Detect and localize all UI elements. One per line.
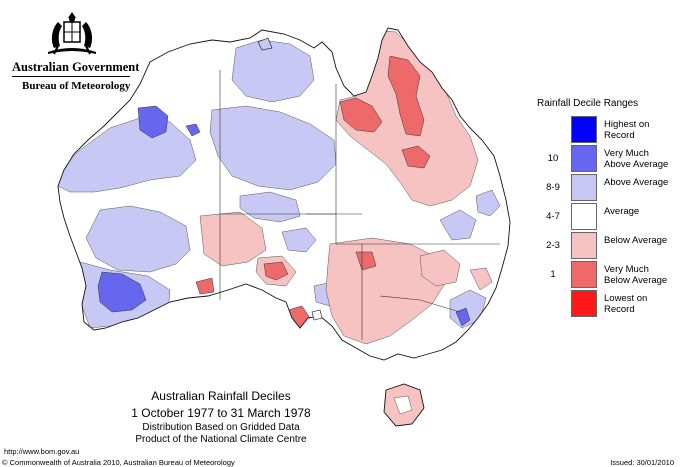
map-subtitle-1: Distribution Based on Gridded Data bbox=[142, 422, 300, 433]
legend-label: Lowest on Record bbox=[604, 293, 648, 315]
legend-range: 2-3 bbox=[546, 240, 560, 251]
legend-label: Above Average bbox=[604, 177, 669, 188]
legend-label: Below Average bbox=[604, 235, 668, 246]
legend-swatch bbox=[571, 261, 597, 288]
legend-label: Very Much Above Average bbox=[604, 148, 669, 170]
legend-label: Highest on Record bbox=[604, 119, 650, 141]
legend-swatch bbox=[571, 145, 597, 172]
map-period: 1 October 1977 to 31 March 1978 bbox=[131, 406, 311, 420]
legend-swatch bbox=[571, 174, 597, 201]
footer-copyright: © Commonwealth of Australia 2010, Austra… bbox=[2, 458, 235, 467]
legend-range: 10 bbox=[547, 153, 559, 164]
header-divider bbox=[12, 76, 130, 77]
footer-url[interactable]: http://www.bom.gov.au bbox=[4, 447, 80, 456]
government-title: Australian Government bbox=[12, 60, 140, 74]
legend-label: Average bbox=[604, 206, 640, 217]
coat-of-arms-logo bbox=[48, 12, 96, 55]
legend-title: Rainfall Decile Ranges bbox=[537, 98, 639, 109]
legend-range: 1 bbox=[550, 269, 556, 280]
footer-issued: Issued: 30/01/2010 bbox=[610, 458, 674, 467]
legend-range: 4-7 bbox=[546, 211, 560, 222]
legend-swatch bbox=[571, 290, 597, 317]
map-subtitle-2: Product of the National Climate Centre bbox=[135, 434, 307, 445]
legend-swatch bbox=[571, 116, 597, 143]
bureau-title: Bureau of Meteorology bbox=[22, 80, 131, 92]
legend-swatch bbox=[571, 203, 597, 230]
map-title: Australian Rainfall Deciles bbox=[151, 389, 291, 403]
legend-swatch bbox=[571, 232, 597, 259]
legend-range: 8-9 bbox=[546, 182, 560, 193]
legend-label: Very Much Below Average bbox=[604, 264, 668, 286]
